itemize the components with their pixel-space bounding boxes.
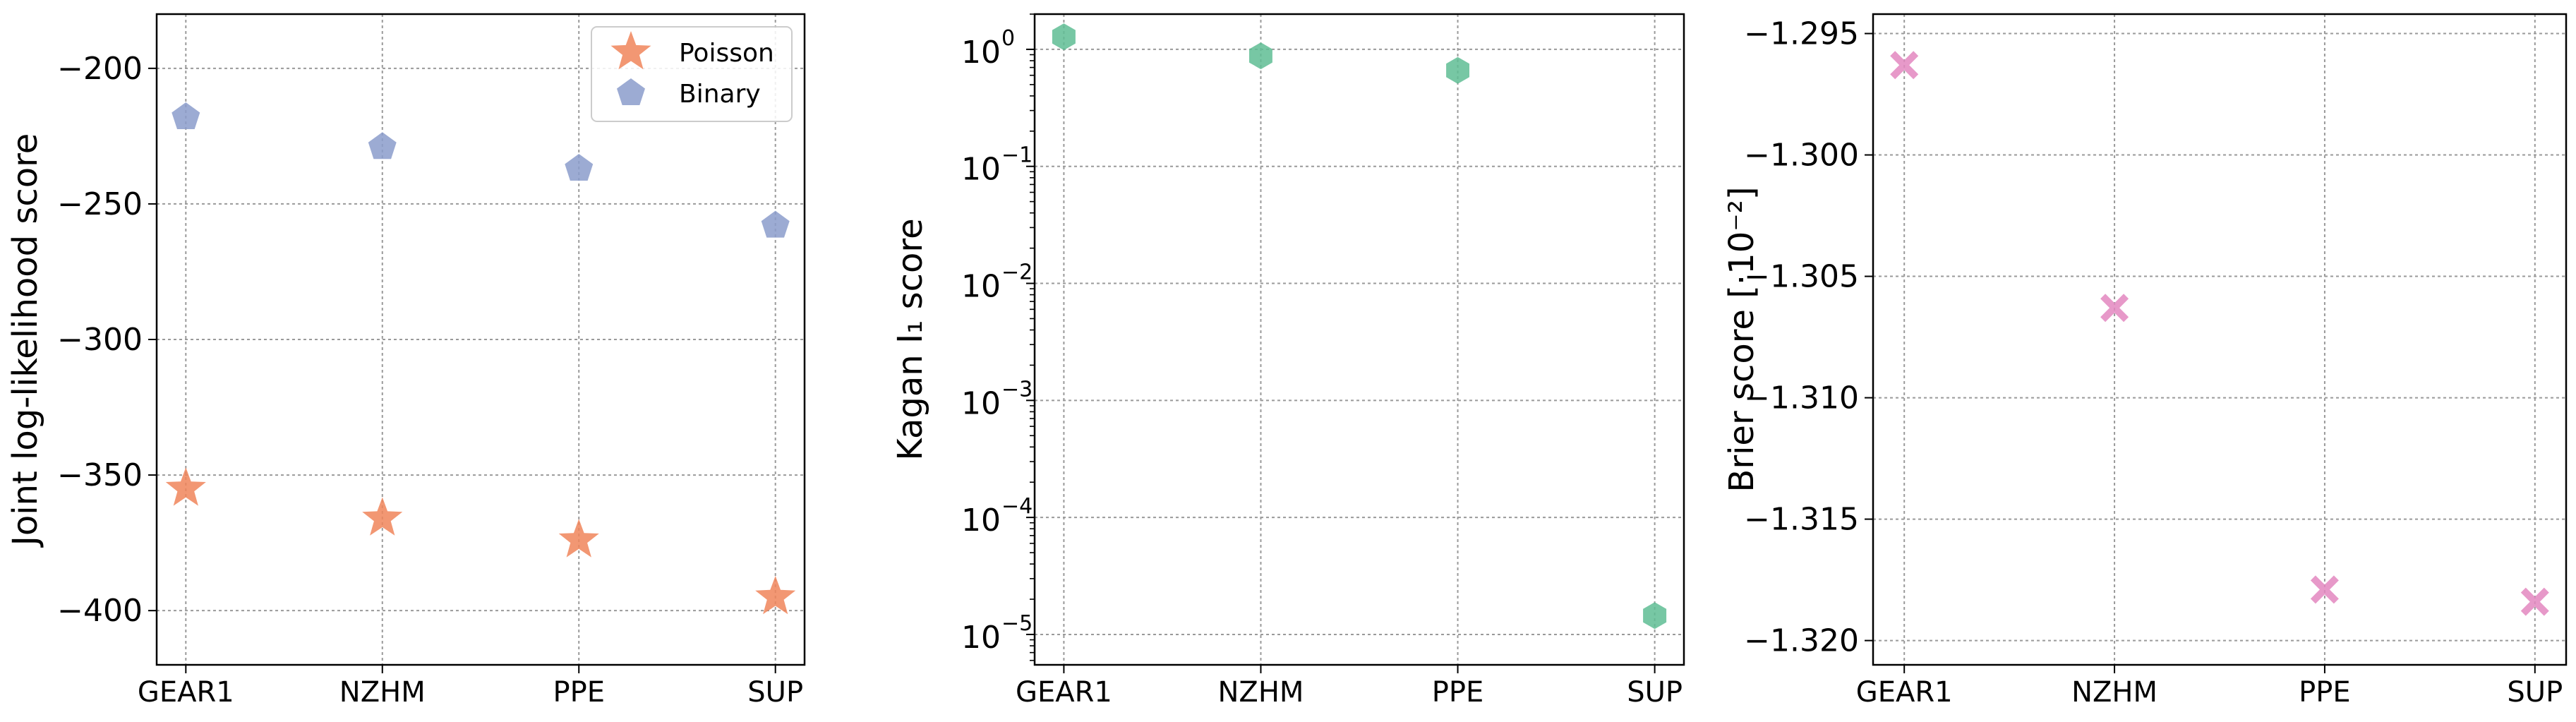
x-tick-label: GEAR1 xyxy=(1016,676,1112,709)
data-point xyxy=(1643,602,1667,630)
x-tick-label: GEAR1 xyxy=(1856,676,1953,709)
y-tick-label: −350 xyxy=(57,457,143,493)
data-point xyxy=(2310,575,2339,604)
data-point xyxy=(1052,23,1076,51)
x-tick-label: SUP xyxy=(747,676,803,709)
data-point xyxy=(171,102,200,129)
legend-label: Binary xyxy=(679,80,761,109)
y-tick-label: −1.320 xyxy=(1744,623,1859,659)
y-axis-label: Kagan I₁ score xyxy=(891,218,930,460)
x-tick-label: NZHM xyxy=(339,676,426,709)
chart-panel-1: GEAR1 NZHM PPE SUP −200 −250 −300 −350 −400 Joint… xyxy=(6,13,806,709)
y-tick-label: −1.300 xyxy=(1744,138,1859,174)
y-axis-label: Brier score [·10⁻²] xyxy=(1722,186,1762,492)
x-tick-label: PPE xyxy=(1432,676,1484,709)
legend-marker xyxy=(617,78,645,105)
data-point xyxy=(362,497,403,536)
data-point xyxy=(368,132,397,160)
y-axis-label: Joint log-likelihood score xyxy=(6,133,45,548)
data-point xyxy=(2520,587,2549,616)
data-point xyxy=(1446,56,1469,84)
data-point xyxy=(558,519,599,558)
x-tick-label: NZHM xyxy=(2071,676,2157,709)
y-tick-label-base: 10 xyxy=(961,35,1001,71)
data-point xyxy=(755,576,796,615)
y-tick-label-base: 10 xyxy=(961,269,1001,305)
y-tick-label-exponent: −3 xyxy=(1001,377,1033,402)
plot-frame xyxy=(1033,13,1685,666)
y-tick-label-exponent: 0 xyxy=(1001,26,1015,51)
data-point xyxy=(1249,42,1272,70)
y-tick-label-exponent: −2 xyxy=(1001,260,1033,285)
x-tick-label: GEAR1 xyxy=(138,676,234,709)
y-tick-label-base: 10 xyxy=(961,152,1001,188)
y-tick-label-base: 10 xyxy=(961,620,1001,656)
x-tick-label: PPE xyxy=(2299,676,2351,709)
y-tick-label-base: 10 xyxy=(961,385,1001,421)
x-tick-label: SUP xyxy=(1627,676,1683,709)
y-tick-label-exponent: −4 xyxy=(1001,494,1033,519)
y-tick-label: −1.305 xyxy=(1744,259,1859,295)
y-tick-label: −300 xyxy=(57,322,143,358)
data-point xyxy=(2100,294,2129,323)
legend: Poisson Binary xyxy=(591,26,793,122)
plot-frame xyxy=(155,13,806,666)
data-point xyxy=(761,210,790,238)
y-tick-label-base: 10 xyxy=(961,503,1001,539)
data-point xyxy=(1890,51,1919,80)
x-tick-label: PPE xyxy=(553,676,605,709)
y-tick-label: −250 xyxy=(57,186,143,222)
y-tick-label: −200 xyxy=(57,51,143,87)
data-point xyxy=(165,467,206,506)
plot-frame xyxy=(1872,13,2568,666)
legend-label: Poisson xyxy=(679,39,774,68)
y-tick-label: −1.295 xyxy=(1744,16,1859,52)
y-tick-label: −1.315 xyxy=(1744,502,1859,538)
legend-marker xyxy=(610,31,651,70)
y-tick-label-exponent: −1 xyxy=(1001,143,1033,168)
x-tick-label: NZHM xyxy=(1218,676,1304,709)
chart-panel-3: GEAR1 NZHM PPE SUP −1.295 −1.300 −1.305 −1.310 −… xyxy=(1722,13,2568,709)
y-tick-label-exponent: −5 xyxy=(1001,611,1033,636)
data-point xyxy=(565,154,594,181)
y-tick-label: −1.310 xyxy=(1744,380,1859,416)
x-tick-label: SUP xyxy=(2507,676,2563,709)
y-tick-label: −400 xyxy=(57,593,143,629)
